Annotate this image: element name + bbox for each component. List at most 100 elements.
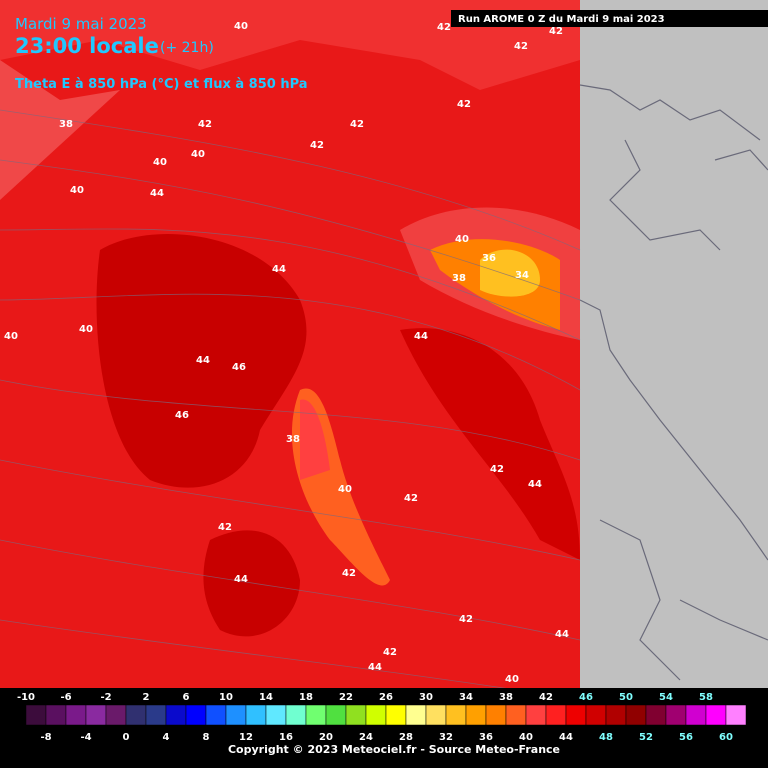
colorbar-swatch (305, 704, 327, 726)
colorbar-swatch (645, 704, 667, 726)
contour-label: 34 (515, 270, 529, 281)
colorbar-label: 42 (539, 692, 553, 703)
contour-label: 42 (383, 647, 397, 658)
colorbar-swatch (425, 704, 447, 726)
contour-label: 42 (310, 140, 324, 151)
colorbar-swatch (285, 704, 307, 726)
colorbar-label: -6 (60, 692, 71, 703)
field-region (400, 328, 580, 560)
colorbar-swatch (725, 704, 747, 726)
colorbar-swatch (705, 704, 727, 726)
lead-label: (+ 21h) (160, 40, 214, 56)
colorbar-label: 30 (419, 692, 433, 703)
colorbar-label: 24 (359, 732, 373, 743)
colorbar-swatch (445, 704, 467, 726)
colorbar-label: 38 (499, 692, 513, 703)
contour-label: 44 (368, 662, 382, 673)
date-label: Mardi 9 mai 2023 (15, 15, 147, 33)
colorbar-label: -4 (80, 732, 91, 743)
contour-label: 42 (437, 22, 451, 33)
colorbar-label: 46 (579, 692, 593, 703)
field-region (300, 399, 330, 480)
contour-label: 42 (490, 464, 504, 475)
colorbar-swatch (625, 704, 647, 726)
colorbar-swatch (405, 704, 427, 726)
colorbar-label: 12 (239, 732, 253, 743)
contour-label: 40 (234, 21, 248, 32)
colorbar-label: 22 (339, 692, 353, 703)
legend-background (0, 688, 768, 768)
contour-label: 42 (198, 119, 212, 130)
run-label: Run AROME 0 Z du Mardi 9 mai 2023 (458, 14, 665, 25)
colorbar-label: 28 (399, 732, 413, 743)
colorbar-label: 56 (679, 732, 693, 743)
colorbar-swatch (185, 704, 207, 726)
colorbar-label: 4 (163, 732, 170, 743)
field-shading (0, 0, 580, 637)
contour-label: 46 (175, 410, 189, 421)
contour-label: 40 (191, 149, 205, 160)
colorbar-swatch (345, 704, 367, 726)
colorbar-label: 26 (379, 692, 393, 703)
field-region (96, 234, 307, 488)
colorbar-swatch (205, 704, 227, 726)
contour-label: 44 (414, 331, 428, 342)
contour-label: 40 (70, 185, 84, 196)
contour-label: 42 (514, 41, 528, 52)
contour-label: 38 (452, 273, 466, 284)
contour-label: 40 (79, 324, 93, 335)
contour-label: 36 (482, 253, 496, 264)
contour-label: 42 (549, 26, 563, 37)
contour-label: 40 (4, 331, 18, 342)
contour-label: 44 (272, 264, 286, 275)
colorbar-label: 32 (439, 732, 453, 743)
contour-label: 44 (234, 574, 248, 585)
field-region (0, 60, 120, 200)
colorbar-label: 52 (639, 732, 653, 743)
colorbar-swatch (125, 704, 147, 726)
colorbar-swatch (485, 704, 507, 726)
borders (579, 84, 768, 681)
contour-label: 44 (196, 355, 210, 366)
colorbar-swatch (25, 704, 47, 726)
colorbar-swatch (85, 704, 107, 726)
colorbar-swatch (365, 704, 387, 726)
colorbar-label: 0 (123, 732, 130, 743)
colorbar-label: 40 (519, 732, 533, 743)
colorbar-label: -8 (40, 732, 51, 743)
colorbar-swatch (45, 704, 67, 726)
contour-label: 44 (528, 479, 542, 490)
colorbar-label: 14 (259, 692, 273, 703)
colorbar-label: 50 (619, 692, 633, 703)
colorbar-swatch (245, 704, 267, 726)
colorbar-label: 54 (659, 692, 673, 703)
contour-label: 44 (555, 629, 569, 640)
streamlines (0, 109, 581, 701)
colorbar-label: 34 (459, 692, 473, 703)
contour-labels: 40 42 42 42 42 38 42 42 40 42 40 44 40 40 36 38 34 44 40 40… (4, 21, 569, 685)
colorbar-swatch (685, 704, 707, 726)
colorbar-label: 44 (559, 732, 573, 743)
colorbar-label: 36 (479, 732, 493, 743)
colorbar-label: 6 (183, 692, 190, 703)
field-region (0, 0, 580, 90)
colorbar-swatch (505, 704, 527, 726)
colorbar-label: 16 (279, 732, 293, 743)
colorbar-label: 8 (203, 732, 210, 743)
outside-domain (580, 0, 768, 768)
colorbar-swatch (265, 704, 287, 726)
colorbar-swatch (605, 704, 627, 726)
colorbar-label: 60 (719, 732, 733, 743)
colorbar-label: 20 (319, 732, 333, 743)
colorbar-swatch (165, 704, 187, 726)
colorbar-swatch (225, 704, 247, 726)
time-label: 23:00 locale (15, 34, 159, 58)
copyright: Copyright © 2023 Meteociel.fr - Source M… (228, 743, 560, 756)
colorbar-swatch (545, 704, 567, 726)
colorbar-swatch (665, 704, 687, 726)
colorbar: -10-8-6-4-202468101214161820222426283032… (17, 692, 747, 743)
contour-label: 42 (457, 99, 471, 110)
colorbar-label: -2 (100, 692, 111, 703)
contour-label: 46 (232, 362, 246, 373)
colorbar-swatch (325, 704, 347, 726)
